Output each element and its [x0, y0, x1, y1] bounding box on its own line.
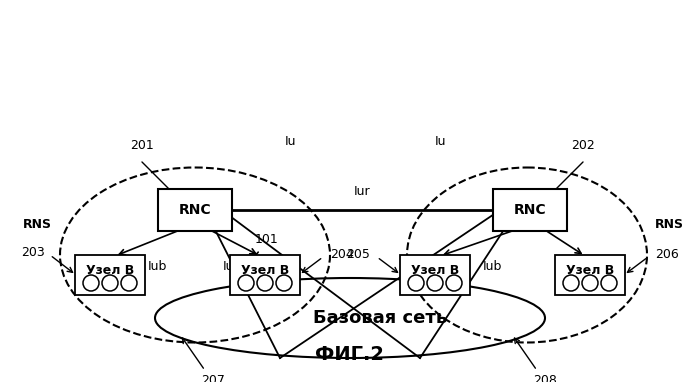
Text: Iub: Iub [482, 260, 502, 273]
Circle shape [102, 275, 118, 291]
Text: Узел B: Узел B [411, 264, 459, 277]
Circle shape [257, 275, 273, 291]
Ellipse shape [155, 278, 545, 358]
Text: Iu: Iu [284, 135, 296, 148]
Text: Iub: Iub [147, 260, 167, 273]
Text: Узел B: Узел B [86, 264, 134, 277]
Text: Iub: Iub [558, 260, 577, 273]
FancyBboxPatch shape [75, 255, 145, 295]
Text: Iu: Iu [434, 135, 446, 148]
FancyBboxPatch shape [158, 189, 232, 231]
Text: ФИГ.2: ФИГ.2 [315, 345, 384, 364]
Text: 207: 207 [201, 374, 225, 382]
Circle shape [121, 275, 137, 291]
Circle shape [427, 275, 443, 291]
FancyBboxPatch shape [400, 255, 470, 295]
Text: RNS: RNS [23, 219, 52, 231]
Circle shape [83, 275, 99, 291]
Text: 204: 204 [330, 249, 354, 262]
Circle shape [601, 275, 617, 291]
Circle shape [238, 275, 254, 291]
Circle shape [276, 275, 292, 291]
Circle shape [582, 275, 598, 291]
Text: 205: 205 [346, 249, 370, 262]
Circle shape [446, 275, 462, 291]
Text: RNC: RNC [179, 203, 211, 217]
Circle shape [563, 275, 579, 291]
Text: Iur: Iur [354, 185, 370, 198]
Text: 202: 202 [571, 139, 595, 152]
FancyBboxPatch shape [493, 189, 567, 231]
Text: Узел B: Узел B [566, 264, 614, 277]
Text: 201: 201 [130, 139, 154, 152]
Text: Узел B: Узел B [241, 264, 289, 277]
FancyBboxPatch shape [230, 255, 300, 295]
Text: Базовая сеть: Базовая сеть [313, 309, 447, 327]
Text: 208: 208 [533, 374, 557, 382]
FancyBboxPatch shape [555, 255, 625, 295]
Text: Iub: Iub [223, 260, 243, 273]
Text: 101: 101 [255, 233, 279, 246]
Circle shape [408, 275, 424, 291]
Text: RNS: RNS [655, 219, 684, 231]
Text: RNC: RNC [514, 203, 547, 217]
Text: 203: 203 [21, 246, 45, 259]
Text: 206: 206 [655, 249, 679, 262]
